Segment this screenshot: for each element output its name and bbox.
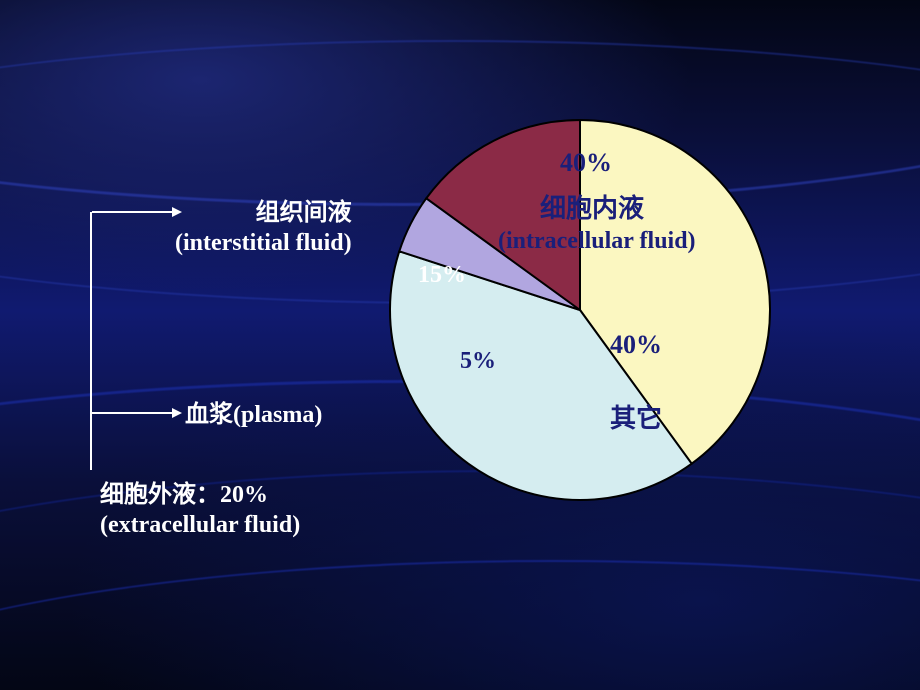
bracket-top-arm bbox=[92, 211, 172, 213]
label-interstitial: 组织间液 (interstitial fluid) bbox=[175, 198, 352, 258]
label-plasma-line1: 血浆(plasma) bbox=[185, 402, 322, 428]
arrowhead-icon bbox=[172, 408, 182, 418]
slice-label-other: 其它 bbox=[610, 398, 662, 435]
bracket-connector bbox=[90, 212, 92, 470]
bracket-mid-arm bbox=[92, 412, 172, 414]
label-plasma: 血浆(plasma) bbox=[185, 400, 322, 430]
slice-pct-intracellular: 40% bbox=[560, 148, 612, 178]
label-extracellular-line1: 细胞外液：20% bbox=[100, 480, 300, 510]
slice-label-intracellular-2: (intracellular fluid) bbox=[498, 228, 696, 255]
label-extracellular-line2: (extracellular fluid) bbox=[100, 510, 300, 540]
slice-label-intracellular-1: 细胞内液 bbox=[540, 188, 644, 225]
label-interstitial-line1: 组织间液 bbox=[175, 198, 352, 228]
label-extracellular: 细胞外液：20% (extracellular fluid) bbox=[100, 480, 300, 540]
slice-pct-other: 40% bbox=[610, 330, 662, 360]
label-interstitial-line2: (interstitial fluid) bbox=[175, 228, 352, 258]
slice-pct-interstitial: 15% bbox=[418, 262, 466, 289]
arrowhead-icon bbox=[172, 207, 182, 217]
slice-pct-plasma: 5% bbox=[460, 348, 496, 375]
slide-stage: 40% 细胞内液 (intracellular fluid) 40% 其它 5%… bbox=[0, 0, 920, 690]
